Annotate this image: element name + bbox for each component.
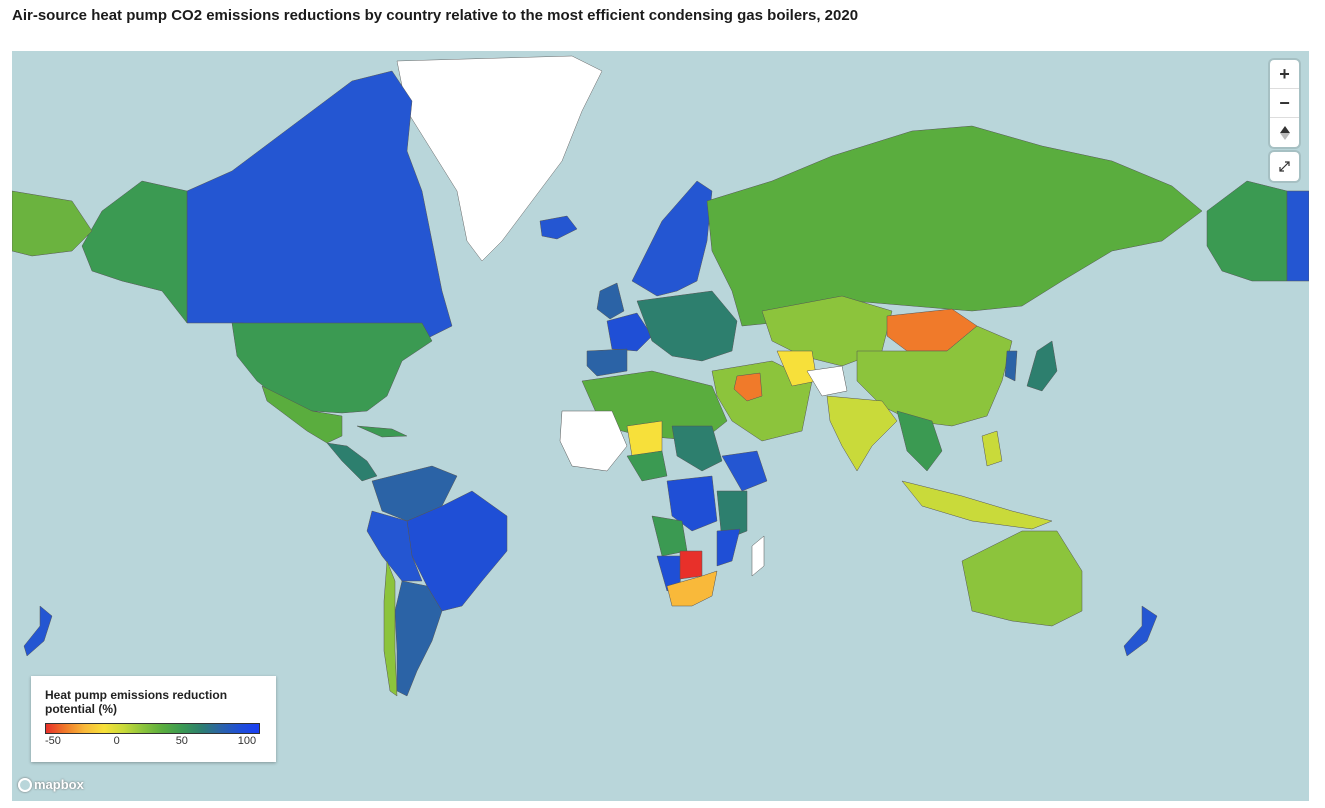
country-brazil[interactable]	[406, 490, 508, 612]
country-japan[interactable]	[1026, 340, 1058, 392]
country-central-america[interactable]	[326, 442, 378, 482]
mapbox-logo-icon	[18, 777, 32, 792]
zoom-out-button[interactable]: −	[1270, 89, 1299, 118]
country-cuba[interactable]	[356, 425, 408, 438]
legend-ticks: -50 0 50 100	[45, 734, 260, 748]
zoom-in-button[interactable]: +	[1270, 60, 1299, 89]
country-russia[interactable]	[706, 125, 1203, 327]
world-map-layer[interactable]	[12, 51, 1309, 801]
legend-tick-label: 100	[237, 735, 257, 747]
page-title: Air-source heat pump CO2 emissions reduc…	[12, 7, 859, 24]
country-nigeria[interactable]	[626, 450, 668, 482]
country-southeast-asia[interactable]	[896, 410, 943, 472]
country-south-africa[interactable]	[666, 570, 718, 607]
country-sudan[interactable]	[671, 425, 723, 472]
country-russia-west-edge[interactable]	[12, 190, 93, 257]
country-botswana[interactable]	[679, 550, 703, 580]
legend-tick-label: 50	[175, 735, 188, 747]
country-iceland[interactable]	[539, 215, 578, 240]
country-korea[interactable]	[1004, 350, 1018, 382]
country-usa[interactable]	[231, 322, 433, 414]
mapbox-logo[interactable]: mapbox	[18, 777, 84, 792]
country-greenland[interactable]	[396, 55, 603, 262]
legend: Heat pump emissions reduction potential …	[31, 676, 276, 762]
legend-tick-label: 0	[113, 735, 120, 747]
country-scandinavia[interactable]	[631, 180, 713, 297]
country-east-africa[interactable]	[716, 490, 748, 542]
country-west-africa[interactable]	[559, 410, 628, 472]
country-iraq[interactable]	[733, 372, 763, 402]
country-usa-alaska-wrap[interactable]	[1206, 180, 1288, 282]
compass-button[interactable]	[1270, 118, 1299, 147]
country-ethiopia[interactable]	[721, 450, 768, 492]
country-dr-congo[interactable]	[666, 475, 718, 532]
legend-tick-label: -50	[45, 735, 61, 747]
country-afghanistan[interactable]	[806, 365, 848, 397]
fullscreen-button[interactable]	[1270, 152, 1299, 181]
country-indonesia[interactable]	[901, 480, 1053, 530]
mapbox-logo-text: mapbox	[34, 777, 84, 792]
country-australia[interactable]	[961, 530, 1083, 627]
country-argentina[interactable]	[394, 580, 443, 697]
choropleth-map[interactable]: + − Heat pump emissions reduction potent…	[12, 51, 1309, 801]
country-spain[interactable]	[586, 348, 628, 377]
country-india[interactable]	[826, 395, 898, 472]
country-canada-wrap[interactable]	[1286, 190, 1309, 282]
zoom-controls: + −	[1270, 60, 1299, 147]
compass-icon	[1279, 125, 1290, 140]
country-madagascar[interactable]	[751, 535, 765, 577]
country-niger[interactable]	[626, 420, 663, 457]
country-new-zealand-wrap[interactable]	[23, 605, 53, 657]
country-france[interactable]	[606, 312, 653, 352]
country-uk[interactable]	[596, 282, 625, 320]
country-central-europe[interactable]	[636, 290, 738, 362]
country-new-zealand[interactable]	[1123, 605, 1158, 657]
country-peru-bolivia[interactable]	[366, 510, 423, 582]
country-chile[interactable]	[383, 560, 398, 697]
country-philippines[interactable]	[981, 430, 1003, 467]
fullscreen-icon	[1279, 161, 1290, 172]
legend-title: Heat pump emissions reduction potential …	[45, 688, 228, 716]
legend-color-scale	[45, 723, 260, 734]
country-usa-alaska[interactable]	[81, 180, 188, 324]
country-angola[interactable]	[651, 515, 688, 557]
country-mozambique[interactable]	[716, 528, 741, 567]
